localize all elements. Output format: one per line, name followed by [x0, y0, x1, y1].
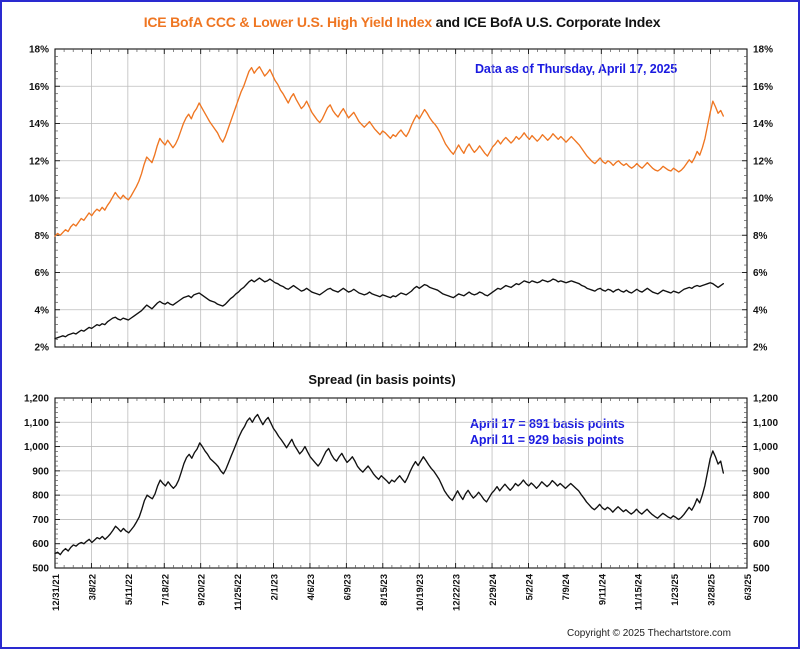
- svg-text:1,100: 1,100: [24, 418, 49, 429]
- yield-series-0: [54, 66, 725, 237]
- svg-text:14%: 14%: [753, 119, 773, 130]
- svg-text:18%: 18%: [29, 45, 49, 56]
- x-axis-label: 12/31/21: [51, 573, 62, 611]
- svg-text:1,200: 1,200: [24, 394, 49, 405]
- svg-text:8%: 8%: [753, 231, 768, 242]
- x-axis-label: 3/8/22: [87, 574, 98, 600]
- svg-text:700: 700: [753, 515, 770, 526]
- x-axis-labels: 12/31/21 3/8/22 5/11/22 7/18/22 9/20/22 11/25…: [51, 573, 754, 611]
- spread-annotation-april11: April 11 = 929 basis points: [470, 433, 624, 447]
- x-axis-label: 8/15/23: [379, 574, 390, 606]
- svg-text:1,000: 1,000: [753, 442, 778, 453]
- svg-text:1,200: 1,200: [753, 394, 778, 405]
- svg-text:16%: 16%: [29, 82, 49, 93]
- svg-text:14%: 14%: [29, 119, 49, 130]
- x-axis-label: 5/2/24: [524, 573, 535, 600]
- yield-series-1: [54, 277, 725, 340]
- spread-subtitle: Spread (in basis points): [308, 372, 456, 387]
- svg-text:1,100: 1,100: [753, 418, 778, 429]
- x-axis-label: 1/23/25: [670, 573, 681, 605]
- svg-text:12%: 12%: [753, 156, 773, 167]
- as-of-annotation: Data as of Thursday, April 17, 2025: [475, 62, 678, 76]
- svg-text:2%: 2%: [753, 343, 768, 354]
- x-axis-label: 7/9/24: [561, 573, 572, 600]
- x-axis-label: 2/29/24: [488, 573, 499, 605]
- x-axis-label: 3/28/25: [707, 573, 718, 605]
- svg-text:6%: 6%: [35, 268, 50, 279]
- svg-text:700: 700: [32, 515, 49, 526]
- x-axis-label: 4/6/23: [306, 574, 317, 600]
- copyright-notice: Copyright © 2025 Thechartstore.com: [567, 628, 731, 639]
- svg-text:500: 500: [753, 564, 770, 575]
- svg-text:600: 600: [32, 539, 49, 550]
- chart-title-orange: ICE BofA CCC & Lower U.S. High Yield Ind…: [143, 14, 432, 30]
- chart-title-black: and ICE BofA U.S. Corporate Index: [431, 14, 661, 30]
- yield-panel: 2% 2% 4% 4% 6% 6% 8% 8% 10% 10% 12% 12% 14% 14% 16% 16%…: [29, 45, 773, 354]
- chart-title: ICE BofA CCC & Lower U.S. High Yield Ind…: [2, 14, 800, 30]
- x-axis-label: 11/15/24: [634, 573, 645, 610]
- x-axis-label: 5/11/22: [124, 574, 135, 605]
- x-axis-label: 11/25/22: [233, 574, 244, 610]
- svg-text:1,000: 1,000: [24, 442, 49, 453]
- x-axis-label: 6/3/25: [743, 573, 754, 600]
- spread-annotation-april17: April 17 = 891 basis points: [470, 417, 625, 431]
- svg-text:800: 800: [32, 491, 49, 502]
- x-axis-label: 10/19/23: [415, 574, 426, 611]
- svg-text:2%: 2%: [35, 343, 50, 354]
- svg-text:900: 900: [753, 466, 770, 477]
- spread-panel: 500 500 600 600 700 700 800 800 900 900 1,000 1,000…: [24, 394, 778, 575]
- svg-text:6%: 6%: [753, 268, 768, 279]
- svg-text:8%: 8%: [35, 231, 50, 242]
- svg-text:4%: 4%: [753, 305, 768, 316]
- x-axis-label: 6/9/23: [342, 574, 353, 600]
- svg-text:10%: 10%: [753, 194, 773, 205]
- svg-text:10%: 10%: [29, 194, 49, 205]
- svg-text:500: 500: [32, 564, 49, 575]
- x-axis-label: 9/11/24: [597, 573, 608, 605]
- x-axis-label: 2/1/23: [270, 574, 281, 600]
- svg-text:600: 600: [753, 539, 770, 550]
- x-axis-label: 9/20/22: [197, 574, 208, 606]
- svg-text:18%: 18%: [753, 45, 773, 56]
- svg-text:900: 900: [32, 466, 49, 477]
- svg-text:800: 800: [753, 491, 770, 502]
- x-axis-label: 12/22/23: [452, 574, 463, 611]
- spread-series-0: [54, 413, 725, 556]
- x-axis-label: 7/18/22: [160, 574, 171, 606]
- svg-text:16%: 16%: [753, 82, 773, 93]
- svg-text:4%: 4%: [35, 305, 50, 316]
- svg-text:12%: 12%: [29, 156, 49, 167]
